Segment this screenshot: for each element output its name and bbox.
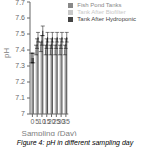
- svg-text:pH: pH: [8, 48, 11, 58]
- svg-text:7.6: 7.6: [15, 14, 25, 21]
- html-text:Tank After Hydroponic: Tank After Hydroponic: [77, 16, 136, 22]
- svg-text:7.3: 7.3: [15, 62, 25, 69]
- svg-text:35: 35: [62, 118, 70, 125]
- svg-text:7.7: 7.7: [15, 0, 25, 5]
- svg-text:7.2: 7.2: [15, 78, 25, 85]
- svg-text:7.5: 7.5: [15, 30, 25, 37]
- svg-text:7.1: 7.1: [15, 94, 25, 101]
- html-text:5 10: 5 10: [35, 118, 46, 125]
- svg-text:Sampling (Day): Sampling (Day): [22, 129, 77, 136]
- html-text:Figure 4: pH in different samp: Figure 4: pH in different sampling day: [16, 139, 134, 146]
- svg-text:7: 7: [21, 110, 25, 117]
- svg-text:0: 0: [30, 118, 34, 125]
- html-text:Fish Pond Tanks: Fish Pond Tanks: [77, 2, 122, 8]
- svg-text:7.4: 7.4: [15, 46, 25, 53]
- html-text:Tank After Biofilter: Tank After Biofilter: [77, 9, 126, 15]
